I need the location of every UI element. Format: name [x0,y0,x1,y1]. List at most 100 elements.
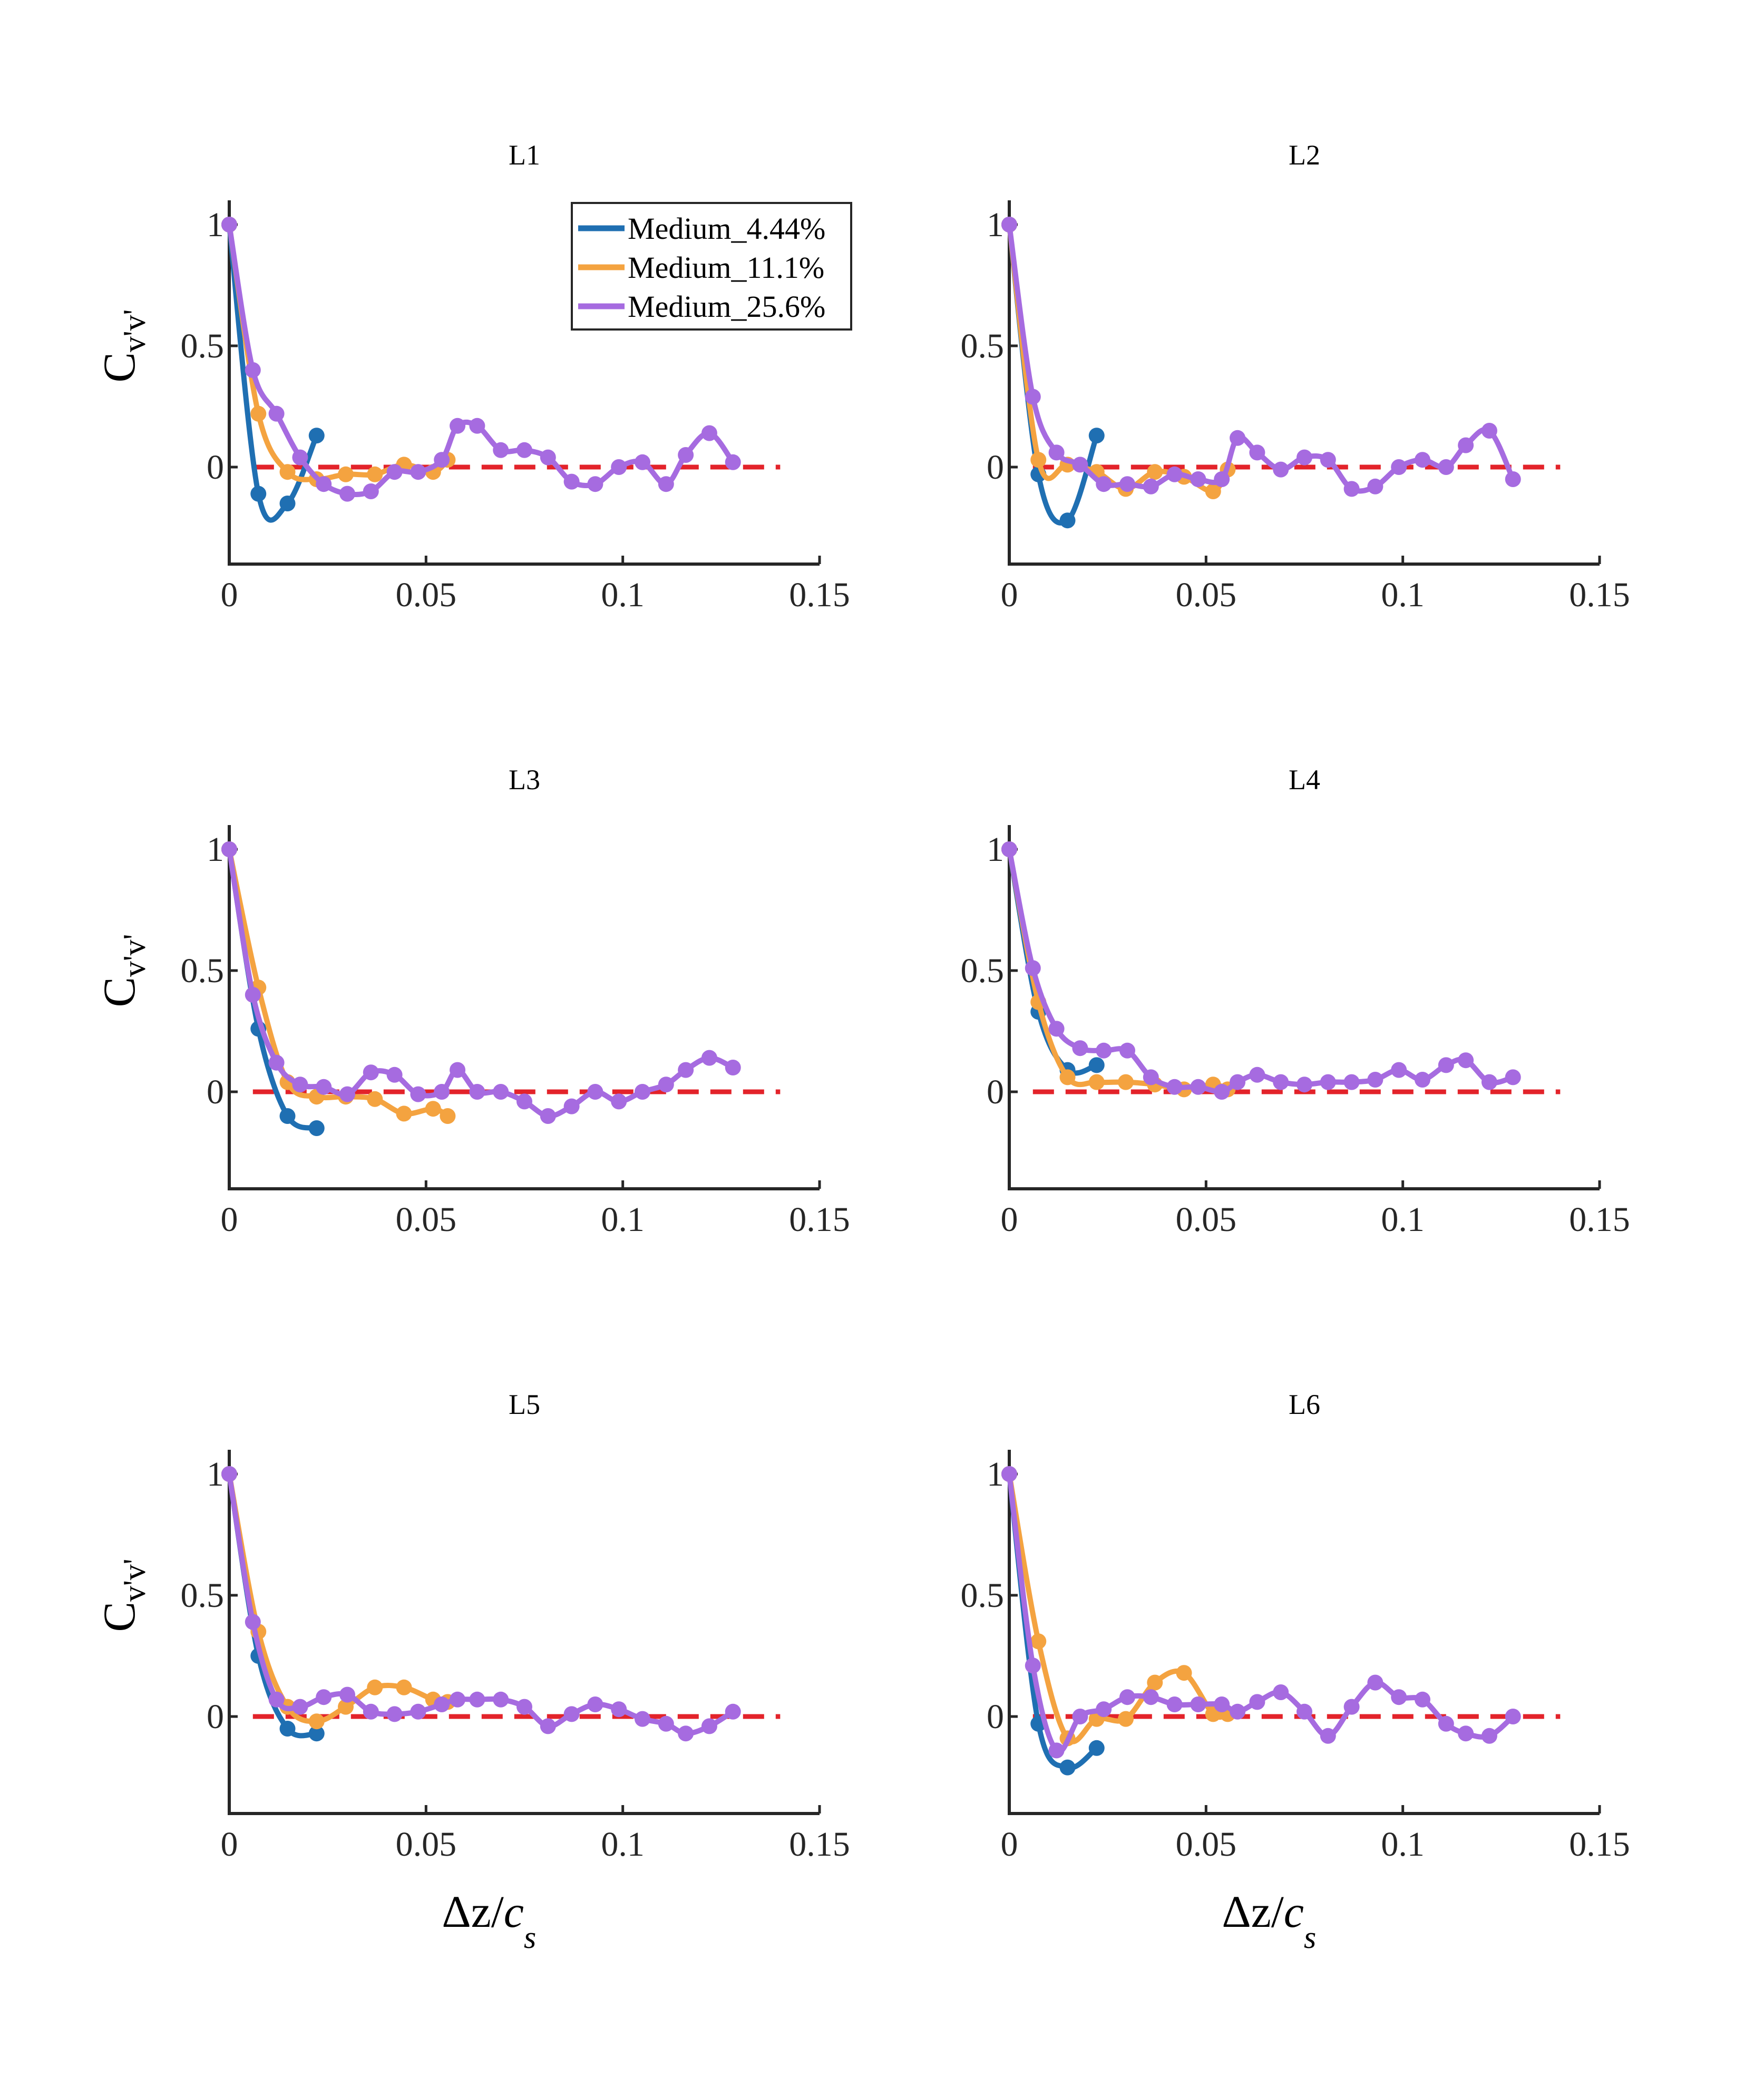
y-tick-label: 1 [987,1455,1004,1494]
data-point [308,1725,325,1742]
x-tick-label: 0.05 [396,576,457,614]
x-tick-label: 0 [221,576,238,614]
data-point [1320,1074,1336,1090]
data-point [1096,1701,1112,1718]
data-point [221,1466,237,1482]
y-tick-label: 0.5 [961,1576,1005,1615]
data-point [339,486,355,502]
data-point [516,1699,532,1715]
y-axis-label: Cv'v' [94,1559,152,1632]
data-point [678,1062,694,1078]
data-point [410,1703,426,1720]
data-point [1072,1040,1088,1056]
x-tick-label: 0.05 [1176,576,1237,614]
data-point [1205,483,1221,499]
data-point [1438,459,1454,475]
y-tick-label: 0 [987,1073,1004,1111]
data-point [1458,1725,1474,1742]
data-point [1320,452,1336,468]
data-point [339,1086,355,1102]
data-point [725,1060,741,1075]
data-point [338,1699,354,1715]
data-point [410,1086,426,1102]
legend-label: Medium_4.44% [628,211,825,246]
data-point [635,454,650,470]
data-point [316,1689,332,1705]
panel-l3: 0 0.05 0.1 0.15 1 0.5 0 L3 Cv'v' [94,764,850,1239]
data-point [1230,1074,1246,1090]
data-point [1391,1062,1407,1078]
data-point [434,1084,450,1100]
data-point [635,1711,650,1727]
data-point [516,442,532,458]
data-point [1297,1703,1312,1720]
series-line-Medium_11.1% [1007,1471,1231,1744]
data-point [279,1108,296,1124]
data-point [493,1691,509,1708]
data-point [363,483,379,499]
data-point [363,1064,379,1081]
y-tick-label: 1 [987,830,1004,869]
data-point [1249,1694,1265,1710]
data-point [1297,1077,1312,1093]
data-point [396,1679,412,1695]
y-tick-label: 0.5 [961,327,1005,365]
data-point [1025,389,1041,405]
data-point [1118,1074,1134,1090]
data-point [1166,1696,1183,1712]
data-point [1415,1072,1430,1088]
y-tick-label: 0 [207,1698,224,1736]
data-point [221,841,237,857]
panel-l6: 0 0.05 0.1 0.15 1 0.5 0 L6 Δz/cs [961,1389,1630,1955]
data-point [1143,1069,1159,1085]
data-point [367,1091,383,1107]
x-tick-label: 0.1 [1381,1200,1425,1239]
data-point [1190,471,1206,487]
legend-label: Medium_25.6% [628,289,825,324]
data-point [1391,459,1407,475]
data-point [450,1062,466,1078]
data-point [587,476,603,492]
data-point [279,1721,296,1737]
data-point [678,447,694,463]
data-point [1048,444,1065,461]
data-point [563,473,580,490]
data-point [1343,481,1360,497]
data-point [611,1093,627,1110]
data-point [410,464,426,480]
data-point [363,1703,379,1720]
data-point [1072,1709,1088,1724]
data-point [1230,1703,1246,1720]
x-tick-label: 0.15 [789,1200,850,1239]
data-point [658,476,674,492]
data-point [292,449,308,466]
data-point [516,1093,532,1110]
data-point [611,1701,627,1718]
data-point [1059,1069,1076,1085]
data-point [279,496,296,511]
data-point [701,425,717,441]
data-point [250,486,267,502]
x-tick-label: 0.1 [1381,576,1425,614]
data-point [1505,1709,1521,1724]
data-point [1481,1728,1497,1744]
x-axis-label: Δz/cs [442,1886,536,1955]
data-point [1001,217,1017,232]
y-tick-label: 0 [207,1073,224,1111]
data-point [1048,1742,1065,1759]
x-tick-label: 0 [1001,576,1018,614]
data-point [540,1108,556,1124]
data-point [1166,466,1183,482]
data-point [434,1696,450,1712]
y-tick-label: 0 [207,448,224,487]
data-point [1458,1052,1474,1069]
data-point [396,1106,412,1122]
data-point [725,1703,741,1720]
legend-label: Medium_11.1% [628,250,824,285]
data-point [1415,452,1430,468]
data-point [1415,1691,1430,1708]
data-point [658,1715,674,1732]
data-point [701,1718,717,1734]
x-tick-label: 0.15 [789,1825,850,1864]
